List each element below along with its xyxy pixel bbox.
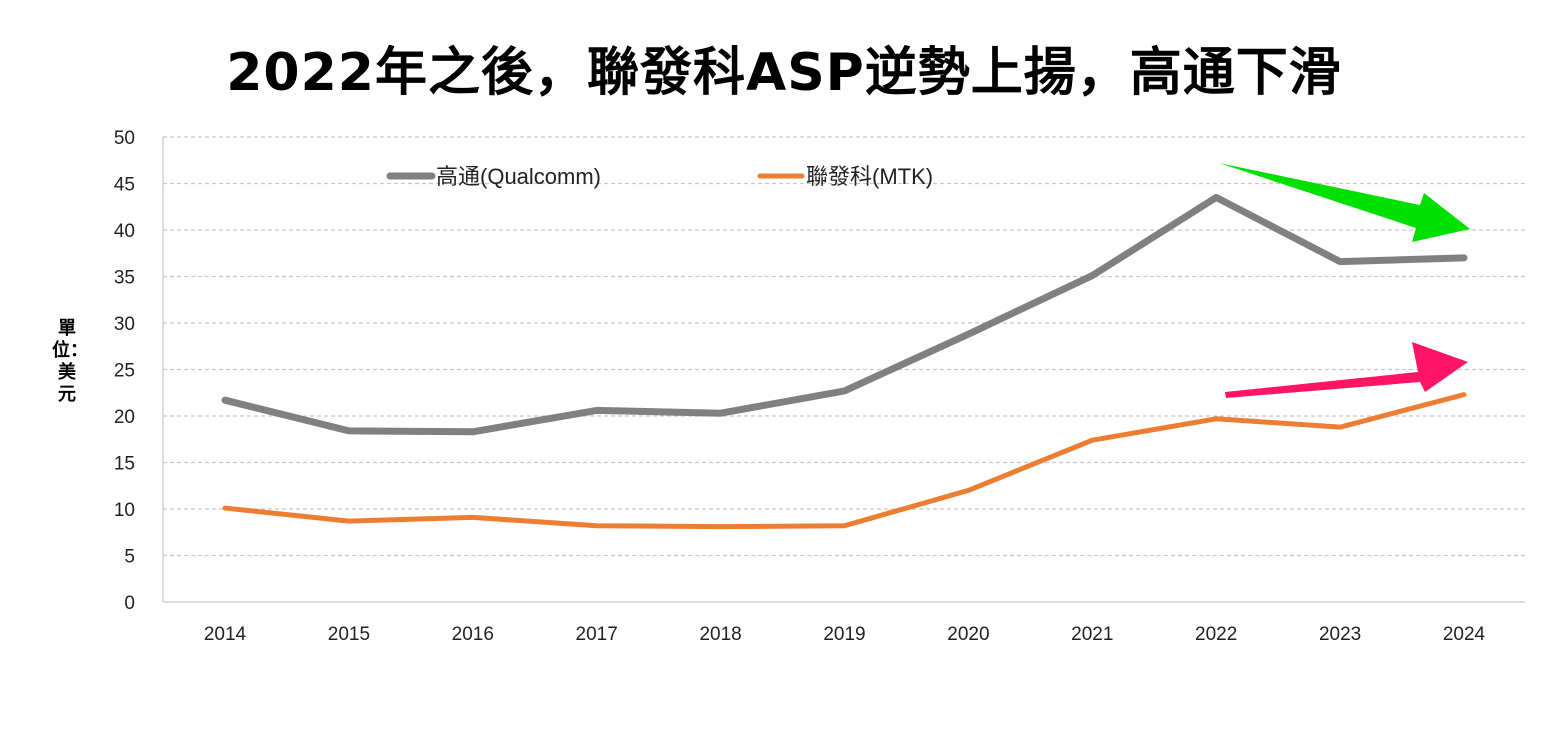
y-tick-label: 25 (114, 361, 135, 382)
y-tick-label: 30 (114, 314, 135, 335)
data-point (224, 399, 226, 401)
data-point (720, 412, 722, 414)
x-tick-label: 2021 (1071, 624, 1113, 645)
series-line-0 (221, 193, 1468, 436)
x-tick-label: 2020 (947, 624, 989, 645)
chart-title: 2022年之後，聯發科ASP逆勢上揚，高通下滑 (226, 43, 1342, 103)
y-tick-label: 0 (124, 593, 135, 614)
data-point (967, 489, 969, 491)
data-point (967, 333, 969, 335)
y-tick-label: 20 (114, 407, 135, 428)
series-line-1 (222, 392, 1467, 530)
legend: 高通(Qualcomm) 聯發科(MTK) (386, 164, 933, 189)
data-point (348, 430, 350, 432)
y-tick-label: 5 (124, 547, 135, 568)
gridlines (163, 136, 1525, 557)
y-tick-label: 15 (114, 454, 135, 475)
y-tick-label: 35 (114, 268, 135, 289)
data-point (1091, 275, 1093, 277)
series-lines (221, 193, 1468, 530)
data-point (472, 431, 474, 433)
data-point (224, 507, 226, 509)
x-tick-label: 2014 (204, 624, 247, 645)
x-tick-labels: 2014 2015 2016 2017 2018 2019 2020 2021 2022 2023… (204, 624, 1486, 645)
x-tick-label: 2022 (1195, 624, 1237, 645)
data-point (1339, 426, 1341, 428)
y-tick-label: 45 (114, 175, 135, 196)
annotation-arrows (1219, 163, 1470, 398)
x-tick-label: 2018 (699, 624, 741, 645)
data-point (1215, 196, 1217, 198)
legend-label: 聯發科(MTK) (806, 164, 933, 189)
data-point (720, 526, 722, 528)
y-tick-labels: 0 5 10 15 20 25 30 35 40 45 50 (114, 128, 135, 614)
x-tick-label: 2024 (1443, 624, 1486, 645)
y-tick-label: 40 (114, 221, 135, 242)
axes (162, 137, 1525, 603)
data-point (1339, 261, 1341, 263)
data-point (596, 409, 598, 411)
data-point (1463, 257, 1465, 259)
data-point (1215, 418, 1217, 420)
y-tick-label: 50 (114, 128, 135, 149)
x-tick-label: 2019 (823, 624, 865, 645)
data-point (596, 525, 598, 527)
y-axis-label: 單位：美元 (52, 318, 88, 405)
x-tick-label: 2016 (452, 624, 494, 645)
data-point (1463, 394, 1465, 396)
data-point (844, 525, 845, 527)
data-point (348, 520, 350, 522)
x-tick-label: 2017 (576, 624, 618, 645)
data-point (472, 516, 474, 518)
y-tick-label: 10 (114, 500, 135, 521)
x-tick-label: 2023 (1319, 624, 1361, 645)
pink-arrow (1225, 342, 1468, 398)
data-point (844, 390, 845, 392)
x-tick-label: 2015 (328, 624, 370, 645)
green-arrow (1219, 163, 1470, 242)
legend-label: 高通(Qualcomm) (436, 164, 601, 189)
data-point (1091, 439, 1093, 441)
